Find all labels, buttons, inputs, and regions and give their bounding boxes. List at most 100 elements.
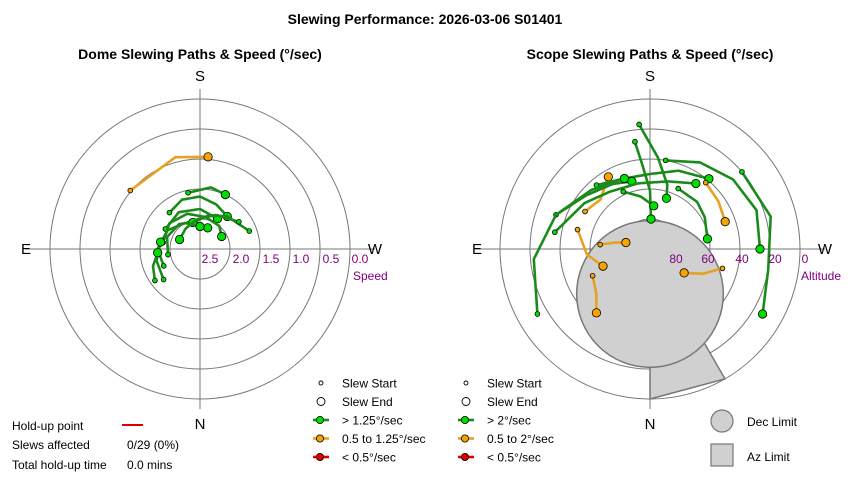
radial-tick-label: 2.0 bbox=[233, 252, 250, 266]
scope-slew-14-start-point bbox=[620, 188, 627, 195]
dome-legend: Slew Start Slew End > 1.25°/sec 0.5 to 1.25… bbox=[313, 377, 426, 465]
scope-slew-11-end-point bbox=[598, 261, 608, 271]
scope-dir-left: E bbox=[472, 241, 482, 258]
scope-slew-3-start-point bbox=[582, 208, 588, 215]
dome-rings bbox=[25, 89, 375, 409]
radial-tick-label: 0 bbox=[802, 252, 809, 266]
scope-chart-title: Scope Slewing Paths & Speed (°/sec) bbox=[527, 46, 774, 62]
scope-slew-13-end-point bbox=[757, 309, 768, 319]
az-limit-label: Az Limit bbox=[747, 450, 790, 464]
scope-slew-15-end-point bbox=[621, 237, 631, 248]
total-label: Total hold-up time bbox=[12, 458, 107, 472]
radial-tick-label: 1.0 bbox=[293, 252, 310, 266]
scope-slew-11-start-point bbox=[574, 226, 581, 233]
scope-slew-1-start-point bbox=[632, 138, 638, 145]
dome-slew-10-path bbox=[155, 240, 165, 281]
dome-legend-medium-swatch bbox=[315, 434, 324, 443]
scope-legend: Slew Start Slew End > 2°/sec 0.5 to 2°/sec <… bbox=[458, 377, 554, 465]
dome-slew-1-path bbox=[129, 155, 210, 192]
scope-paths bbox=[532, 121, 772, 319]
holdup-summary: Hold-up point Slews affected 0/29 (0%) T… bbox=[12, 419, 179, 472]
dome-dir-top: S bbox=[195, 68, 205, 85]
scope-slew-10-path bbox=[664, 159, 762, 251]
dome-legend-fast-swatch bbox=[315, 415, 324, 424]
dome-slew-11-start-point bbox=[152, 277, 158, 284]
scope-slew-15-start-point bbox=[597, 241, 603, 248]
scope-radial-ticks: 80 60 40 20 0 bbox=[669, 252, 808, 266]
dome-slew-11-path bbox=[151, 251, 159, 282]
dome-slew-8-end-point bbox=[195, 221, 205, 232]
dome-slew-10-start-point bbox=[160, 276, 167, 283]
scope-legend-label: > 2°/sec bbox=[487, 414, 531, 428]
dome-legend-label: 0.5 to 1.25°/sec bbox=[342, 432, 426, 446]
scope-legend-label: Slew Start bbox=[487, 377, 542, 391]
scope-slew-8-end-point bbox=[720, 217, 730, 227]
radial-tick-label: 40 bbox=[735, 252, 749, 266]
dome-slew-2-path bbox=[186, 186, 227, 196]
affected-value: 0/29 (0%) bbox=[127, 438, 179, 452]
radial-tick-label: 0.5 bbox=[323, 252, 340, 266]
dome-slew-9-end-point bbox=[175, 234, 185, 245]
scope-slew-9-path bbox=[676, 187, 709, 241]
radial-tick-label: 1.5 bbox=[263, 252, 280, 266]
scope-dir-right: W bbox=[818, 241, 833, 258]
dome-polar-chart: Dome Slewing Paths & Speed (°/sec) S E W… bbox=[21, 46, 388, 433]
dec-limit-label: Dec Limit bbox=[747, 415, 798, 429]
dome-slew-3-start-point bbox=[166, 209, 173, 216]
scope-slew-7-path bbox=[553, 180, 698, 234]
dome-legend-slow-swatch bbox=[315, 452, 324, 461]
scope-slew-2-end-point bbox=[661, 193, 672, 203]
dome-legend-end-swatch bbox=[316, 397, 326, 406]
dome-slew-6-start-point bbox=[165, 251, 171, 258]
dome-radial-axis-label: Speed bbox=[353, 269, 388, 283]
dome-legend-label: Slew End bbox=[342, 395, 393, 409]
az-limit-swatch bbox=[710, 443, 734, 467]
scope-legend-start-swatch bbox=[463, 380, 469, 386]
scope-slew-9-start-point bbox=[675, 185, 681, 192]
dome-slew-7-start-point bbox=[246, 228, 253, 234]
scope-slew-12-end-point bbox=[591, 308, 602, 318]
figure-title: Slewing Performance: 2026-03-06 S01401 bbox=[288, 11, 563, 27]
dome-slew-8-start-point bbox=[160, 263, 167, 269]
dome-radial-ticks: 2.5 2.0 1.5 1.0 0.5 0.0 bbox=[202, 252, 369, 266]
scope-legend-label: < 0.5°/sec bbox=[487, 451, 541, 465]
scope-legend-fast-swatch bbox=[460, 415, 469, 424]
scope-slew-12-path bbox=[591, 274, 598, 315]
dome-legend-label: < 0.5°/sec bbox=[342, 451, 396, 465]
dome-slew-5-path bbox=[161, 212, 223, 244]
dome-slew-9-start-point bbox=[236, 218, 242, 225]
scope-slew-2-start-point bbox=[636, 121, 642, 128]
scope-legend-end-swatch bbox=[461, 397, 471, 406]
scope-slew-7-end-point bbox=[691, 178, 701, 189]
scope-slew-2-path bbox=[637, 123, 669, 200]
dome-dir-bottom: N bbox=[195, 416, 206, 433]
scope-slew-8-path bbox=[704, 181, 727, 223]
scope-slew-7-start-point bbox=[552, 229, 558, 236]
dome-slew-6-end-point bbox=[203, 223, 213, 233]
dome-slew-5-end-point bbox=[217, 231, 227, 242]
limits-legend: Dec Limit Az Limit bbox=[710, 409, 798, 467]
scope-slew-13-start-point bbox=[739, 169, 745, 175]
dec-limit-swatch bbox=[710, 409, 734, 433]
scope-slew-16-end-point bbox=[679, 268, 689, 278]
scope-slew-3-end-point bbox=[603, 172, 613, 182]
dome-slew-1-end-point bbox=[203, 152, 213, 162]
scope-polar-chart: Scope Slewing Paths & Speed (°/sec) S E … bbox=[472, 46, 841, 433]
scope-radial-axis-label: Altitude bbox=[801, 269, 841, 283]
dome-legend-label: > 1.25°/sec bbox=[342, 414, 403, 428]
scope-slew-10-start-point bbox=[662, 157, 669, 164]
scope-slew-6-end-point bbox=[619, 173, 629, 184]
dome-legend-label: Slew Start bbox=[342, 377, 397, 391]
radial-tick-label: 60 bbox=[701, 252, 715, 266]
scope-dir-top: S bbox=[645, 68, 655, 85]
scope-slew-9-end-point bbox=[702, 234, 713, 244]
dome-slew-2-end-point bbox=[220, 190, 230, 200]
dome-dir-right: W bbox=[368, 241, 383, 258]
scope-slew-10-end-point bbox=[755, 244, 765, 254]
dome-slew-1-start-point bbox=[127, 187, 134, 194]
scope-slew-6-path bbox=[532, 177, 626, 316]
dome-slew-11-end-point bbox=[153, 248, 163, 258]
scope-dir-bottom: N bbox=[645, 416, 656, 433]
total-value: 0.0 mins bbox=[127, 458, 172, 472]
